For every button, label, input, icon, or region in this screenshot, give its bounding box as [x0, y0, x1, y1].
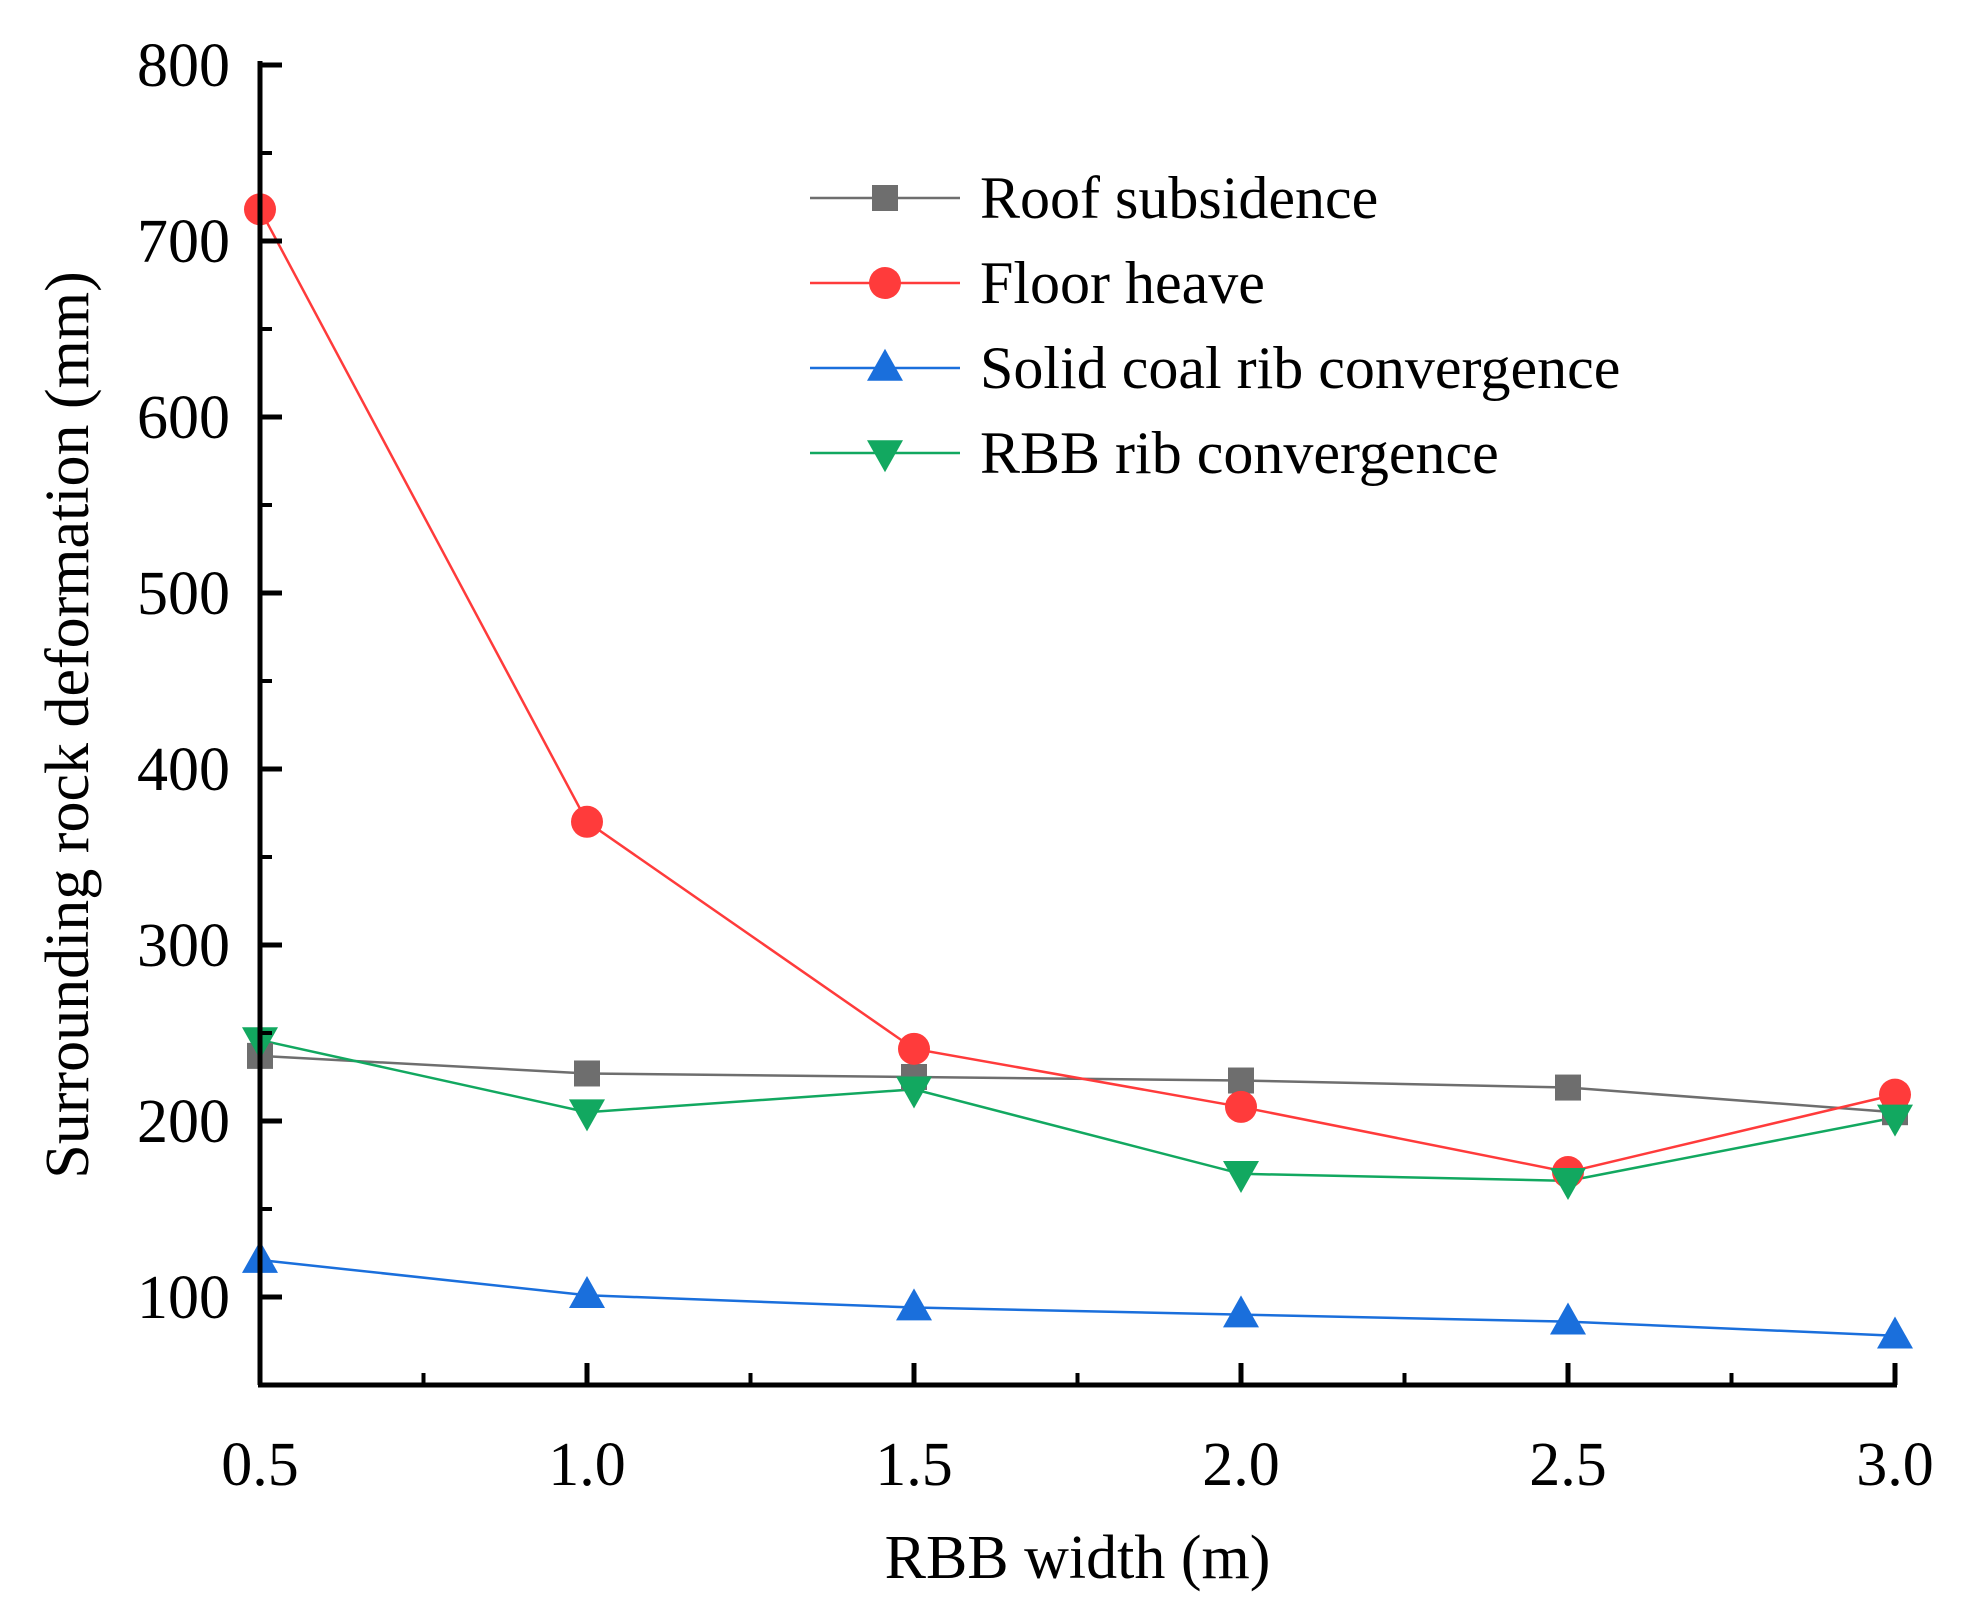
data-point-3-5: [1877, 1104, 1913, 1137]
y-axis-title: Surrounding rock deformation (mm): [34, 271, 102, 1178]
y-tick-label: 200: [137, 1088, 230, 1156]
x-tick-label: 2.5: [1529, 1431, 1607, 1499]
data-point-3-4: [1550, 1168, 1586, 1201]
y-tick-label: 100: [137, 1264, 230, 1332]
x-axis-title: RBB width (m): [885, 1524, 1271, 1592]
series-line-3: [259, 1038, 1896, 1183]
y-tick-label: 600: [137, 384, 230, 452]
legend-marker: [872, 185, 898, 211]
series-line-0: [259, 1054, 1896, 1114]
x-tick-label: 0.5: [221, 1431, 299, 1499]
legend-label: Floor heave: [980, 250, 1265, 316]
data-point-2-3: [1223, 1295, 1259, 1328]
x-tick-label: 3.0: [1856, 1431, 1934, 1499]
data-point-1-2: [898, 1032, 930, 1065]
y-tick-label: 800: [137, 32, 230, 100]
y-tick-label: 400: [137, 736, 230, 804]
x-axis-ticks: 0.5 1.0 1.5 2.0 2.5 3.0: [221, 1363, 1934, 1499]
data-point-2-5: [1877, 1316, 1913, 1349]
x-tick-label: 2.0: [1202, 1431, 1280, 1499]
y-tick-label: 700: [137, 208, 230, 276]
series-line-1: [258, 208, 1896, 1174]
legend: Roof subsidence Floor heave Solid coal rib…: [810, 165, 1620, 486]
y-tick-label: 300: [137, 912, 230, 980]
data-point-1-1: [571, 805, 603, 838]
data-point-3-1: [569, 1099, 605, 1132]
data-point-2-1: [569, 1276, 605, 1309]
data-point-0-3: [1228, 1067, 1254, 1094]
data-point-3-3: [1223, 1161, 1259, 1193]
data-point-2-4: [1550, 1302, 1586, 1335]
y-tick-label: 500: [137, 560, 230, 628]
data-point-0-4: [1555, 1074, 1581, 1101]
legend-marker: [867, 440, 903, 473]
legend-marker: [869, 267, 901, 299]
data-point-1-3: [1225, 1090, 1257, 1123]
legend-marker: [867, 348, 903, 381]
series-line-2: [259, 1258, 1896, 1337]
legend-label: Solid coal rib convergence: [980, 335, 1620, 401]
x-tick-label: 1.5: [875, 1431, 953, 1499]
series-lines: [258, 208, 1896, 1337]
data-point-2-2: [896, 1288, 932, 1321]
data-point-3-2: [896, 1076, 932, 1109]
x-tick-label: 1.0: [548, 1431, 626, 1499]
legend-label: Roof subsidence: [980, 165, 1378, 231]
y-axis-ticks: 100 200 300 400 500 600 700 800: [137, 32, 282, 1332]
axes: 100 200 300 400 500 600 700 800 0.5 1.0 1.5 2.0 2.5…: [137, 32, 1934, 1499]
data-point-0-1: [574, 1060, 600, 1087]
data-point-1-5: [1879, 1078, 1911, 1111]
legend-label: RBB rib convergence: [980, 420, 1499, 486]
